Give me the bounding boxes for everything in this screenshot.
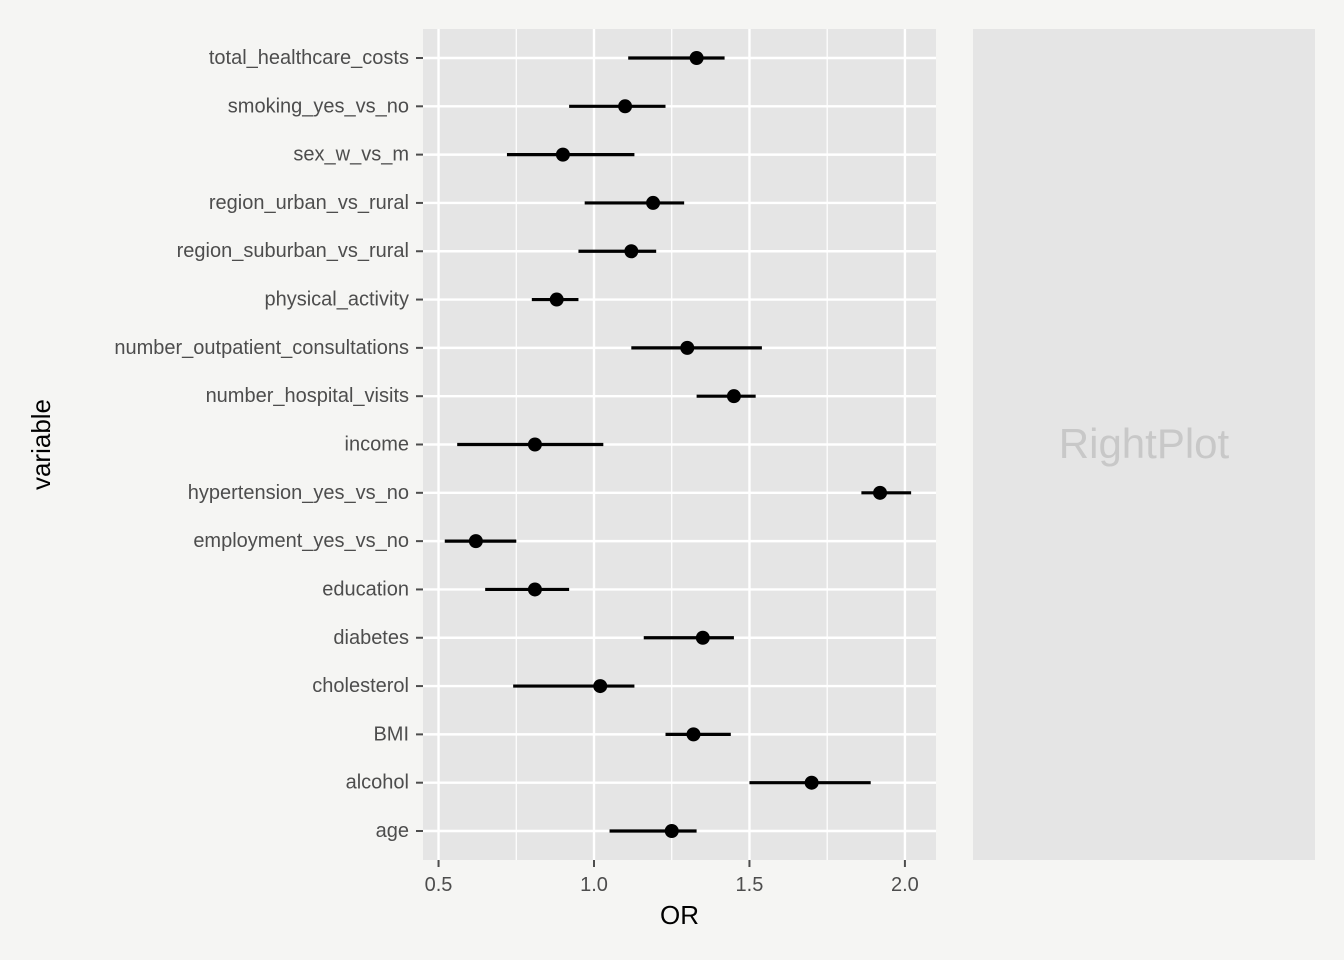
x-tick-label: 0.5 — [425, 874, 453, 896]
y-tick-label: hypertension_yes_vs_no — [188, 482, 409, 504]
x-tick-label: 1.0 — [580, 874, 608, 896]
y-tick-label: total_healthcare_costs — [209, 47, 409, 69]
estimate-point — [527, 582, 542, 597]
estimate-point — [527, 437, 542, 452]
estimate-point — [468, 534, 483, 549]
estimate-point — [804, 775, 819, 790]
y-tick-label: sex_w_vs_m — [293, 144, 409, 166]
estimate-point — [680, 340, 695, 355]
y-tick-label: region_urban_vs_rural — [209, 192, 409, 214]
estimate-point — [873, 485, 888, 500]
y-tick-label: alcohol — [346, 772, 409, 794]
y-tick-label: region_suburban_vs_rural — [177, 240, 409, 262]
x-axis-title: OR — [660, 900, 699, 930]
y-tick-label: cholesterol — [312, 675, 409, 697]
y-tick-label: income — [345, 434, 409, 456]
y-axis-title: variable — [26, 399, 56, 490]
y-tick-label: age — [376, 820, 409, 842]
x-tick-label: 1.5 — [736, 874, 764, 896]
y-tick-label: BMI — [373, 723, 409, 745]
y-axis: total_healthcare_costs smoking_yes_vs_nos… — [114, 47, 423, 842]
estimate-point — [664, 824, 679, 839]
y-tick-label: number_hospital_visits — [206, 385, 409, 407]
estimate-point — [549, 292, 564, 307]
estimate-point — [686, 727, 701, 742]
x-tick-label: 2.0 — [891, 874, 919, 896]
estimate-point — [726, 389, 741, 404]
estimate-point — [695, 630, 710, 645]
forest-plot-marks — [444, 50, 912, 839]
right-plot-panel — [973, 29, 1315, 860]
y-tick-label: physical_activity — [264, 289, 409, 311]
y-tick-label: diabetes — [333, 627, 409, 649]
y-tick-label: employment_yes_vs_no — [193, 530, 409, 552]
x-axis: 0.5 1.0 1.5 2.0 — [425, 860, 919, 896]
right-plot-placeholder-label: RightPlot — [1059, 420, 1230, 467]
y-tick-label: number_outpatient_consultations — [114, 337, 409, 359]
estimate-point — [689, 50, 704, 65]
y-tick-label: smoking_yes_vs_no — [228, 95, 409, 117]
estimate-point — [555, 147, 570, 162]
estimate-point — [593, 679, 608, 694]
y-tick-label: education — [322, 578, 409, 600]
estimate-point — [624, 244, 639, 259]
estimate-point — [618, 99, 633, 114]
estimate-point — [646, 195, 661, 210]
